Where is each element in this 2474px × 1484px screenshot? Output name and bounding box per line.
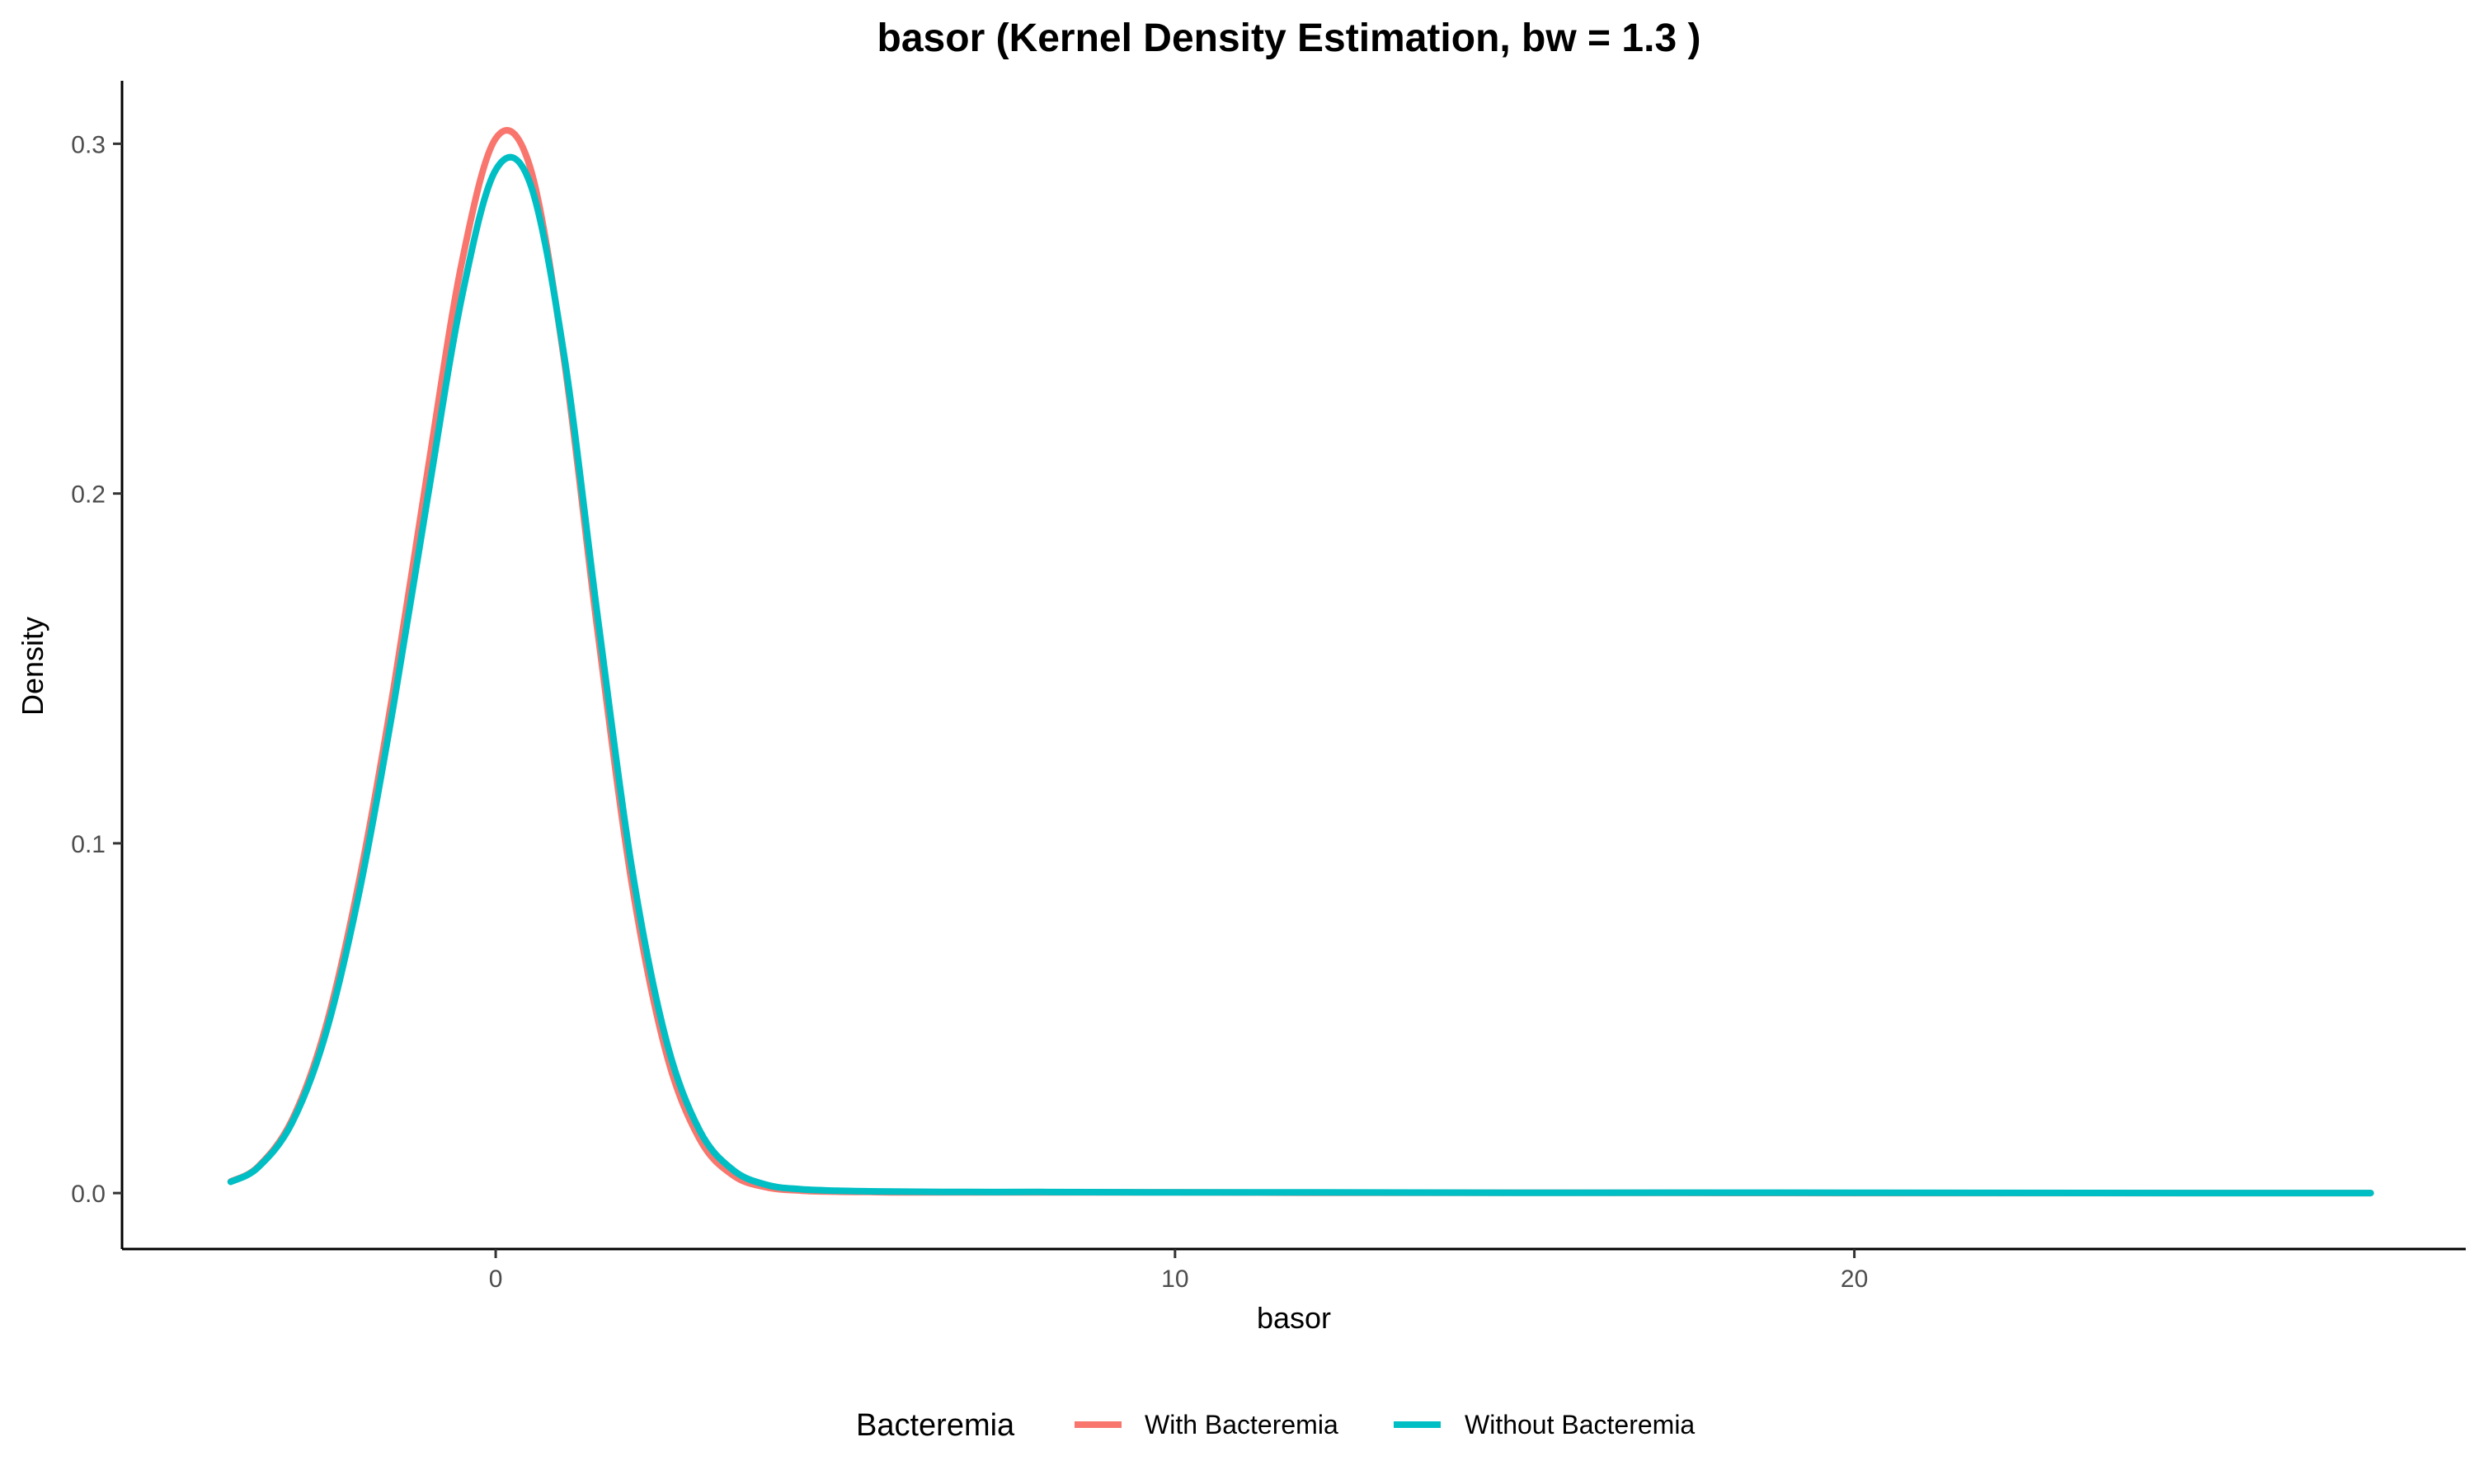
series-line-without-bacteremia <box>227 153 2374 1197</box>
legend: Bacteremia With Bacteremia Without Bacte… <box>856 1408 1695 1443</box>
legend-label-without-bacteremia: Without Bacteremia <box>1465 1410 1695 1439</box>
y-tick-label: 0.1 <box>71 831 106 858</box>
x-axis-label: basor <box>1257 1301 1331 1335</box>
y-axis-ticks: 0.0 0.1 0.2 0.3 <box>71 131 122 1208</box>
legend-title: Bacteremia <box>856 1408 1015 1443</box>
y-axis-label: Density <box>16 617 49 716</box>
x-tick-label: 10 <box>1161 1266 1188 1293</box>
legend-label-with-bacteremia: With Bacteremia <box>1145 1410 1338 1439</box>
y-tick-label: 0.0 <box>71 1181 106 1208</box>
y-tick-label: 0.2 <box>71 481 106 509</box>
x-tick-label: 20 <box>1841 1266 1868 1293</box>
y-tick-label: 0.3 <box>71 131 106 158</box>
x-tick-label: 0 <box>489 1266 503 1293</box>
x-axis-ticks: 0 10 20 <box>489 1249 1868 1293</box>
chart-title: basor (Kernel Density Estimation, bw = 1… <box>877 16 1701 60</box>
plot-area <box>227 127 2374 1197</box>
